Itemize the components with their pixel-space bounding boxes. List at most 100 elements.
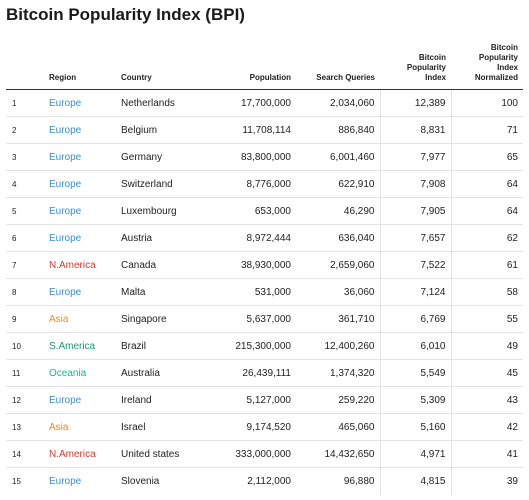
search-queries-cell: 259,220 [296, 386, 380, 414]
population-cell: 333,000,000 [216, 440, 296, 468]
rank-cell: 2 [6, 116, 44, 144]
table-row: 7 N.America Canada 38,930,000 2,659,060 7,522… [6, 251, 523, 279]
population-header: Population [216, 43, 296, 90]
rank-cell: 1 [6, 89, 44, 117]
popularity-index-cell: 6,769 [379, 305, 451, 333]
country-cell: Germany [116, 143, 216, 171]
popularity-index-cell: 7,977 [379, 143, 451, 171]
rank-cell: 12 [6, 386, 44, 414]
country-cell: Ireland [116, 386, 216, 414]
region-cell: Europe [44, 89, 116, 117]
table-row: 1 Europe Netherlands 17,700,000 2,034,060 12,… [6, 89, 523, 117]
rank-cell: 8 [6, 278, 44, 306]
normalized-index-cell: 41 [450, 440, 523, 468]
popularity-index-cell: 12,389 [379, 89, 451, 117]
rank-cell: 11 [6, 359, 44, 387]
normalized-index-cell: 64 [450, 170, 523, 198]
normalized-index-header: Bitcoin Popularity Index Normalized [451, 43, 523, 90]
country-cell: Israel [116, 413, 216, 441]
search-queries-cell: 886,840 [296, 116, 380, 144]
rank-cell: 15 [12, 476, 21, 486]
region-cell: Europe [44, 170, 116, 198]
population-cell: 653,000 [216, 197, 296, 225]
region-cell: Asia [44, 413, 116, 441]
population-cell: 2,112,000 [247, 475, 291, 487]
normalized-index-cell: 45 [450, 359, 523, 387]
population-cell: 11,708,114 [216, 116, 296, 144]
rank-cell: 14 [6, 440, 44, 468]
search-queries-cell: 622,910 [296, 170, 380, 198]
normalized-index-cell: 62 [450, 224, 523, 252]
table-row: 13 Asia Israel 9,174,520 465,060 5,160 42 [6, 413, 523, 441]
rank-cell: 5 [6, 197, 44, 225]
popularity-index-cell: 6,010 [379, 332, 451, 360]
table-row: 15 Europe Slovenia 2,112,000 96,880 4,815 39 [6, 467, 523, 495]
table-row: 12 Europe Ireland 5,127,000 259,220 5,309 43 [6, 386, 523, 414]
search-queries-header: Search Queries [296, 43, 380, 90]
table-row: 14 N.America United states 333,000,000 14,43… [6, 440, 523, 468]
normalized-index-cell: 58 [450, 278, 523, 306]
population-cell: 9,174,520 [216, 413, 296, 441]
table-row: 3 Europe Germany 83,800,000 6,001,460 7,977 65 [6, 143, 523, 171]
region-cell: Asia [44, 305, 116, 333]
rank-cell: 7 [6, 251, 44, 279]
country-cell: Belgium [116, 116, 216, 144]
popularity-index-cell: 7,657 [379, 224, 451, 252]
country-cell: Australia [116, 359, 216, 387]
normalized-index-cell: 61 [450, 251, 523, 279]
table-row: 9 Asia Singapore 5,637,000 361,710 6,769 55 [6, 305, 523, 333]
population-cell: 5,637,000 [216, 305, 296, 333]
popularity-index-cell: 5,309 [379, 386, 451, 414]
population-cell: 8,776,000 [216, 170, 296, 198]
popularity-index-cell: 7,905 [379, 197, 451, 225]
rank-cell: 10 [6, 332, 44, 360]
popularity-index-cell: 4,971 [379, 440, 451, 468]
table-row: 2 Europe Belgium 11,708,114 886,840 8,831 71 [6, 116, 523, 144]
rank-header [6, 43, 44, 90]
region-cell: Europe [44, 116, 116, 144]
normalized-index-cell: 55 [450, 305, 523, 333]
search-queries-cell: 12,400,260 [296, 332, 380, 360]
rank-cell: 9 [6, 305, 44, 333]
region-cell: Europe [49, 475, 82, 487]
popularity-index-cell: 7,908 [379, 170, 451, 198]
country-cell: Luxembourg [116, 197, 216, 225]
country-cell: Slovenia [121, 475, 160, 487]
country-cell: Netherlands [116, 89, 216, 117]
country-cell: United states [116, 440, 216, 468]
normalized-index-cell: 49 [450, 332, 523, 360]
region-cell: Europe [44, 143, 116, 171]
population-cell: 8,972,444 [216, 224, 296, 252]
country-cell: Switzerland [116, 170, 216, 198]
population-cell: 38,930,000 [216, 251, 296, 279]
rank-cell: 4 [6, 170, 44, 198]
population-cell: 5,127,000 [216, 386, 296, 414]
table-header-row: Region Country Population Search Queries… [6, 43, 523, 90]
popularity-index-cell: 5,549 [379, 359, 451, 387]
population-cell: 26,439,111 [216, 359, 296, 387]
region-cell: Europe [44, 386, 116, 414]
normalized-index-cell: 100 [450, 89, 523, 117]
table-row: 10 S.America Brazil 215,300,000 12,400,260 6,… [6, 332, 523, 360]
bpi-table: Region Country Population Search Queries… [6, 43, 523, 495]
search-queries-cell: 1,374,320 [296, 359, 380, 387]
region-cell: N.America [44, 251, 116, 279]
population-cell: 83,800,000 [216, 143, 296, 171]
normalized-index-cell: 42 [450, 413, 523, 441]
search-queries-cell: 636,040 [296, 224, 380, 252]
popularity-index-cell: 5,160 [379, 413, 451, 441]
table-row: 4 Europe Switzerland 8,776,000 622,910 7,908 6… [6, 170, 523, 198]
search-queries-cell: 36,060 [296, 278, 380, 306]
region-cell: Oceania [44, 359, 116, 387]
country-cell: Brazil [116, 332, 216, 360]
popularity-index-header: Bitcoin Popularity Index [380, 43, 451, 90]
search-queries-cell: 465,060 [296, 413, 380, 441]
table-body: 1 Europe Netherlands 17,700,000 2,034,060 12,… [6, 89, 523, 495]
search-queries-cell: 14,432,650 [296, 440, 380, 468]
table-row: 11 Oceania Australia 26,439,111 1,374,320 5,5… [6, 359, 523, 387]
page-title: Bitcoin Popularity Index (BPI) [6, 5, 245, 24]
search-queries-cell: 2,659,060 [296, 251, 380, 279]
country-cell: Singapore [116, 305, 216, 333]
popularity-index-cell: 4,815 [379, 467, 451, 495]
rank-cell: 3 [6, 143, 44, 171]
